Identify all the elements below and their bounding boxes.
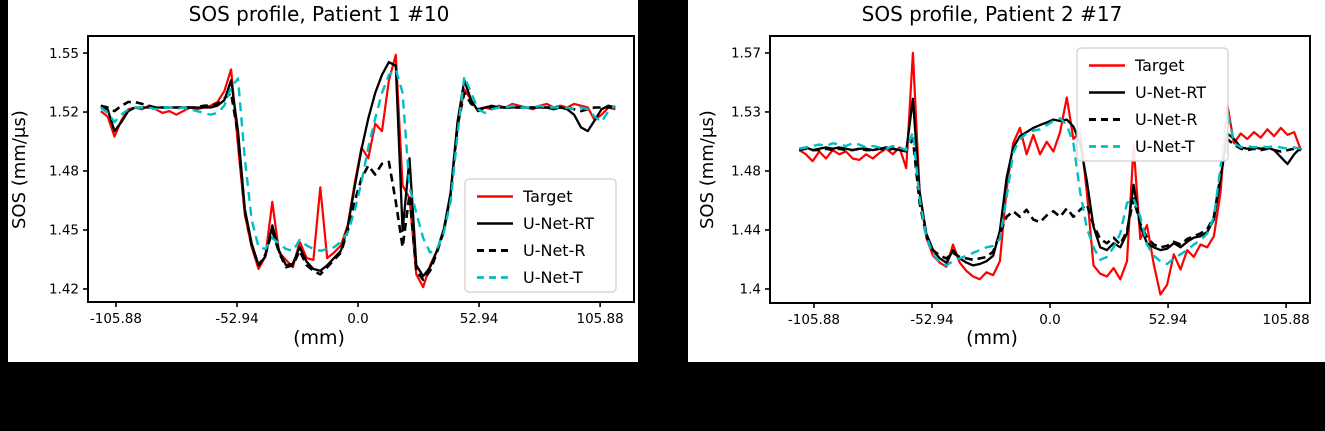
- figure-patient2-panel: SOS profile, Patient 2 #17 SOS (mm/μs) (…: [688, 0, 1325, 362]
- legend-box: [1076, 47, 1229, 162]
- x-tick-label: 105.88: [1262, 312, 1309, 328]
- y-tick-label: 1.57: [731, 46, 761, 62]
- series-line-u-net-t: [100, 68, 617, 254]
- legend-label-u-net-t: U-Net-T: [1135, 137, 1195, 156]
- x-tick-label: -105.88: [90, 311, 142, 327]
- x-tick-label: -52.94: [215, 311, 259, 327]
- plot-border: [87, 35, 635, 303]
- plot-border: [769, 35, 1311, 304]
- x-tick-label: 52.94: [460, 311, 499, 327]
- x-tick-label: 52.94: [1149, 312, 1188, 328]
- series-line-u-net-t: [798, 110, 1302, 267]
- series-line-u-net-r: [798, 137, 1302, 262]
- figure-patient1-panel: SOS profile, Patient 1 #10 SOS (mm/μs) (…: [8, 0, 638, 362]
- legend-label-u-net-rt: U-Net-RT: [1135, 83, 1206, 102]
- legend-box: [464, 178, 617, 293]
- y-tick-label: 1.42: [49, 282, 79, 298]
- y-tick-label: 1.48: [731, 164, 761, 180]
- legend-label-u-net-rt: U-Net-RT: [523, 214, 594, 233]
- x-tick-label: 105.88: [576, 311, 623, 327]
- legend-label-u-net-t: U-Net-T: [523, 268, 583, 287]
- y-tick-label: 1.48: [49, 164, 79, 180]
- chart-title: SOS profile, Patient 2 #17: [861, 2, 1123, 26]
- y-tick-label: 1.45: [49, 223, 79, 239]
- legend-label-u-net-r: U-Net-R: [1135, 110, 1197, 129]
- y-tick-label: 1.53: [731, 105, 761, 121]
- chart-title: SOS profile, Patient 1 #10: [188, 2, 450, 26]
- x-axis-label: (mm): [966, 327, 1018, 349]
- legend-label-u-net-r: U-Net-R: [523, 241, 585, 260]
- sos-profile-chart-patient1: -105.88 -52.94 0.0 52.94 105.88 1.55 1.52 1.48 1…: [49, 35, 635, 327]
- legend-label-target: Target: [522, 187, 573, 206]
- series-line-target: [798, 51, 1302, 296]
- y-tick-label: 1.55: [49, 46, 79, 62]
- x-axis-label: (mm): [293, 327, 345, 349]
- legend-label-target: Target: [1134, 56, 1185, 75]
- x-tick-label: -105.88: [788, 312, 840, 328]
- y-tick-label: 1.44: [731, 223, 761, 239]
- series-line-u-net-r: [100, 91, 616, 282]
- y-tick-label: 1.52: [49, 105, 79, 121]
- y-tick-label: 1.4: [740, 282, 761, 298]
- x-tick-label: -52.94: [910, 312, 954, 328]
- x-tick-label: 0.0: [1039, 312, 1060, 328]
- x-tick-label: 0.0: [347, 311, 368, 327]
- sos-profile-chart-patient2: -105.88 -52.94 0.0 52.94 105.88 1.57 1.53 1.48 1…: [731, 35, 1311, 328]
